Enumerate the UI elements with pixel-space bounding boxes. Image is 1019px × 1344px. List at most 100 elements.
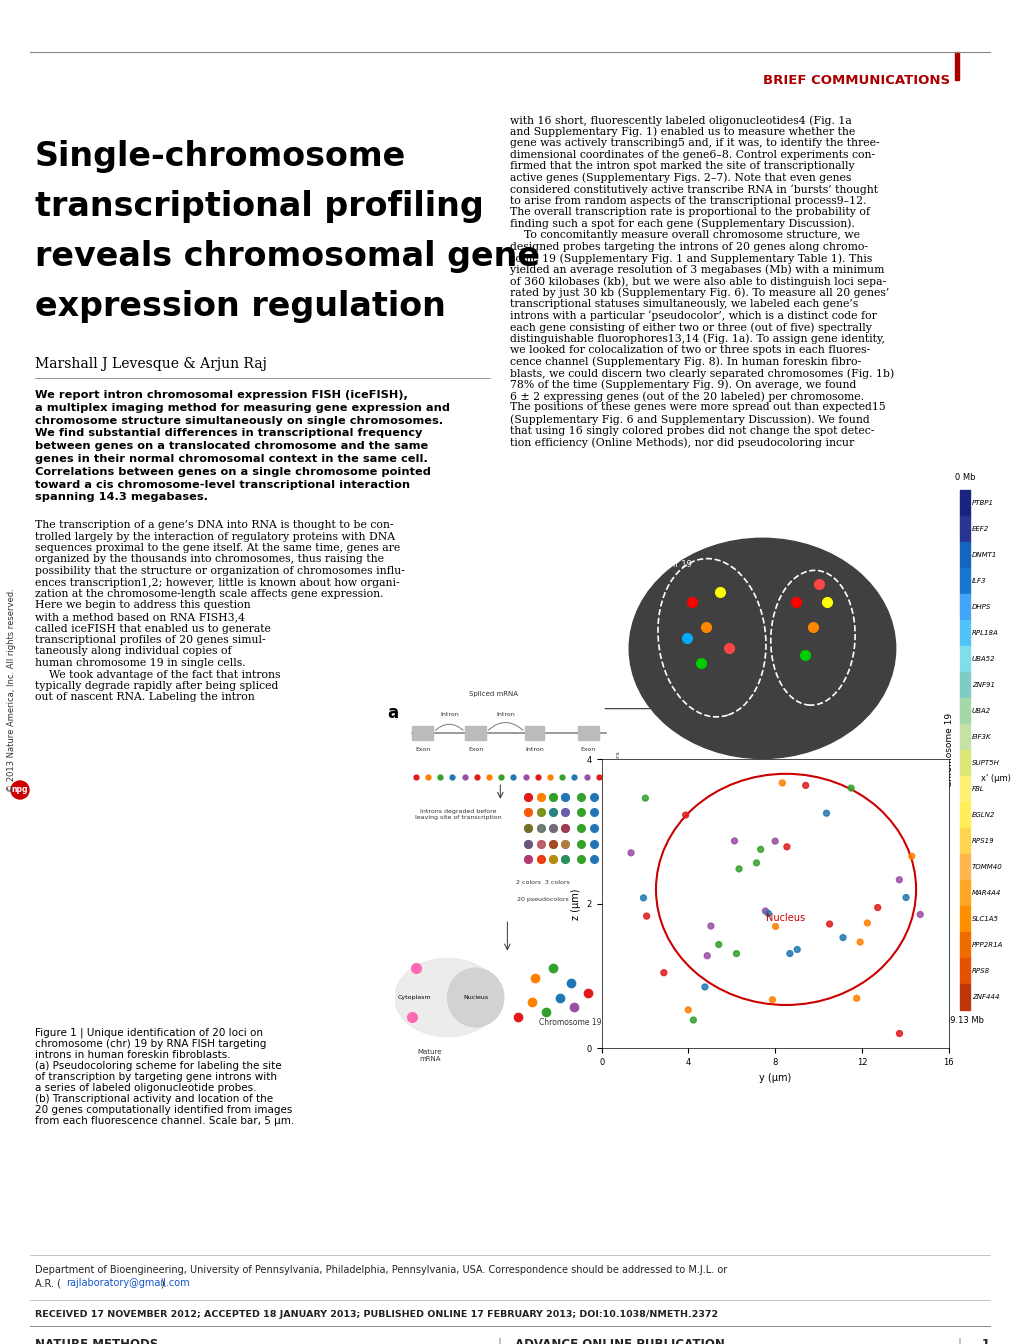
Point (834, 927, 850, 949)
Text: (a) Pseudocoloring scheme for labeling the site: (a) Pseudocoloring scheme for labeling t… (35, 1060, 281, 1071)
Text: gene was actively transcribing5 and, if it was, to identify the three-: gene was actively transcribing5 and, if … (510, 138, 878, 148)
Text: PPP2R1A: PPP2R1A (971, 942, 1003, 948)
Text: NATURE METHODS: NATURE METHODS (35, 1339, 158, 1344)
Circle shape (11, 781, 29, 798)
Text: finding such a spot for each gene (Supplementary Discussion).: finding such a spot for each gene (Suppl… (510, 219, 854, 228)
Text: A.R. (: A.R. ( (35, 1278, 61, 1288)
Bar (959, 931, 969, 958)
Text: out of nascent RNA. Labeling the intron: out of nascent RNA. Labeling the intron (35, 692, 255, 703)
Text: organized by the thousands into chromosomes, thus raising the: organized by the thousands into chromoso… (35, 555, 383, 564)
Point (655, 962, 672, 984)
Point (773, 773, 790, 794)
Text: Spliced mRNA: Spliced mRNA (469, 691, 518, 698)
Text: typically degrade rapidly after being spliced: typically degrade rapidly after being sp… (35, 681, 278, 691)
Point (748, 852, 764, 874)
Text: (Supplementary Fig. 6 and Supplementary Discussion). We found: (Supplementary Fig. 6 and Supplementary … (510, 414, 869, 425)
Bar (525, 726, 544, 741)
Ellipse shape (629, 539, 895, 758)
Text: Single-chromosome: Single-chromosome (35, 140, 406, 173)
Text: The transcription of a gene’s DNA into RNA is thought to be con-: The transcription of a gene’s DNA into R… (35, 520, 393, 530)
Text: The overall transcription rate is proportional to the probability of: The overall transcription rate is propor… (510, 207, 869, 216)
Text: a: a (387, 704, 398, 722)
Text: transcriptional profiles of 20 genes simul-: transcriptional profiles of 20 genes sim… (35, 634, 265, 645)
Point (698, 945, 714, 966)
Y-axis label: z (μm): z (μm) (571, 888, 581, 919)
Bar (959, 542, 969, 569)
Bar (959, 620, 969, 646)
Text: 6 ± 2 expressing genes (out of the 20 labeled) per chromosome.: 6 ± 2 expressing genes (out of the 20 la… (510, 391, 863, 402)
Text: some 19 (Supplementary Fig. 1 and Supplementary Table 1). This: some 19 (Supplementary Fig. 1 and Supple… (510, 253, 871, 263)
Text: with 16 short, fluorescently labeled oligonucleotides4 (Fig. 1a: with 16 short, fluorescently labeled oli… (510, 116, 851, 125)
Text: that using 16 singly colored probes did not change the spot detec-: that using 16 singly colored probes did … (510, 426, 873, 435)
Point (891, 870, 907, 891)
Text: of transcription by targeting gene introns with: of transcription by targeting gene intro… (35, 1073, 277, 1082)
Point (696, 976, 712, 997)
Text: 5 base colors: 5 base colors (615, 751, 621, 793)
Text: MAR4A4: MAR4A4 (971, 890, 1001, 896)
Bar (959, 569, 969, 594)
Point (728, 943, 744, 965)
Bar (959, 750, 969, 775)
Text: firmed that the intron spot marked the site of transcriptionally: firmed that the intron spot marked the s… (510, 161, 854, 171)
Text: Department of Bioengineering, University of Pennsylvania, Philadelphia, Pennsylv: Department of Bioengineering, University… (35, 1265, 727, 1275)
Bar (959, 646, 969, 672)
Text: transcriptional statuses simultaneously, we labeled each gene’s: transcriptional statuses simultaneously,… (510, 298, 857, 309)
Text: introns with a particular ‘pseudocolor’, which is a distinct code for: introns with a particular ‘pseudocolor’,… (510, 310, 876, 321)
Text: To concomitantly measure overall chromosome structure, we: To concomitantly measure overall chromos… (510, 230, 859, 241)
Text: Exon: Exon (415, 747, 430, 753)
Bar (959, 775, 969, 802)
Text: each gene consisting of either two or three (out of five) spectrally: each gene consisting of either two or th… (510, 323, 871, 332)
Text: designed probes targeting the introns of 20 genes along chromo-: designed probes targeting the introns of… (510, 242, 867, 251)
Text: |: | (957, 1339, 961, 1344)
Text: distinguishable fluorophores13,14 (Fig. 1a). To assign gene identity,: distinguishable fluorophores13,14 (Fig. … (510, 333, 884, 344)
Text: 2 colors  3 colors: 2 colors 3 colors (516, 880, 569, 886)
Bar (959, 906, 969, 931)
Text: to arise from random aspects of the transcriptional process9–12.: to arise from random aspects of the tran… (510, 195, 866, 206)
Text: active genes (Supplementary Figs. 2–7). Note that even genes: active genes (Supplementary Figs. 2–7). … (510, 172, 851, 183)
Text: ILF3: ILF3 (971, 578, 985, 585)
Text: Cytoplasm: Cytoplasm (397, 995, 430, 1000)
Text: 20 genes computationally identified from images: 20 genes computationally identified from… (35, 1105, 292, 1116)
Text: b: b (628, 524, 639, 542)
Point (726, 831, 742, 852)
Text: ZNF91: ZNF91 (971, 681, 994, 688)
Text: 0 Mb: 0 Mb (954, 473, 974, 482)
Text: trolled largely by the interaction of regulatory proteins with DNA: trolled largely by the interaction of re… (35, 531, 394, 542)
Point (756, 900, 772, 922)
Text: a multiplex imaging method for measuring gene expression and: a multiplex imaging method for measuring… (35, 403, 449, 413)
Text: x' (μm): x' (μm) (980, 774, 1010, 782)
Point (752, 839, 768, 860)
Text: npg: npg (12, 785, 29, 794)
Bar (959, 724, 969, 750)
Text: 20 pseudocolors: 20 pseudocolors (517, 898, 568, 902)
Text: we looked for colocalization of two or three spots in each fluores-: we looked for colocalization of two or t… (510, 345, 869, 355)
Ellipse shape (447, 968, 503, 1027)
Text: We report intron chromosomal expression FISH (iceFISH),: We report intron chromosomal expression … (35, 390, 408, 401)
Text: Exon: Exon (580, 747, 595, 753)
Text: chromosome structure simultaneously on single chromosomes.: chromosome structure simultaneously on s… (35, 415, 442, 426)
Text: EIF3K: EIF3K (971, 734, 990, 741)
Point (766, 831, 783, 852)
Point (891, 1023, 907, 1044)
Text: Marshall J Levesque & Arjun Raj: Marshall J Levesque & Arjun Raj (35, 358, 267, 371)
Text: Exon: Exon (468, 747, 483, 753)
Bar (959, 672, 969, 698)
Text: Correlations between genes on a single chromosome pointed: Correlations between genes on a single c… (35, 466, 430, 477)
Text: EGLN2: EGLN2 (971, 812, 995, 818)
Point (638, 906, 654, 927)
Text: FBL: FBL (971, 786, 983, 792)
Text: reveals chromosomal gene: reveals chromosomal gene (35, 241, 539, 273)
Text: Nucleus: Nucleus (765, 914, 805, 923)
Text: Intron: Intron (439, 712, 459, 716)
Text: © 2013 Nature America, Inc. All rights reserved.: © 2013 Nature America, Inc. All rights r… (7, 589, 16, 792)
Text: RECEIVED 17 NOVEMBER 2012; ACCEPTED 18 JANUARY 2013; PUBLISHED ONLINE 17 FEBRUAR: RECEIVED 17 NOVEMBER 2012; ACCEPTED 18 J… (35, 1310, 717, 1318)
Text: genes in their normal chromosomal context in the same cell.: genes in their normal chromosomal contex… (35, 454, 427, 464)
Point (685, 1009, 701, 1031)
Text: 1: 1 (981, 1339, 989, 1344)
Text: EEF2: EEF2 (971, 526, 988, 532)
Bar (959, 853, 969, 880)
Text: ADVANCE ONLINE PUBLICATION: ADVANCE ONLINE PUBLICATION (515, 1339, 725, 1344)
Text: with a method based on RNA FISH3,4: with a method based on RNA FISH3,4 (35, 612, 245, 622)
Text: possibility that the structure or organization of chromosomes influ-: possibility that the structure or organi… (35, 566, 405, 577)
Point (869, 896, 886, 918)
